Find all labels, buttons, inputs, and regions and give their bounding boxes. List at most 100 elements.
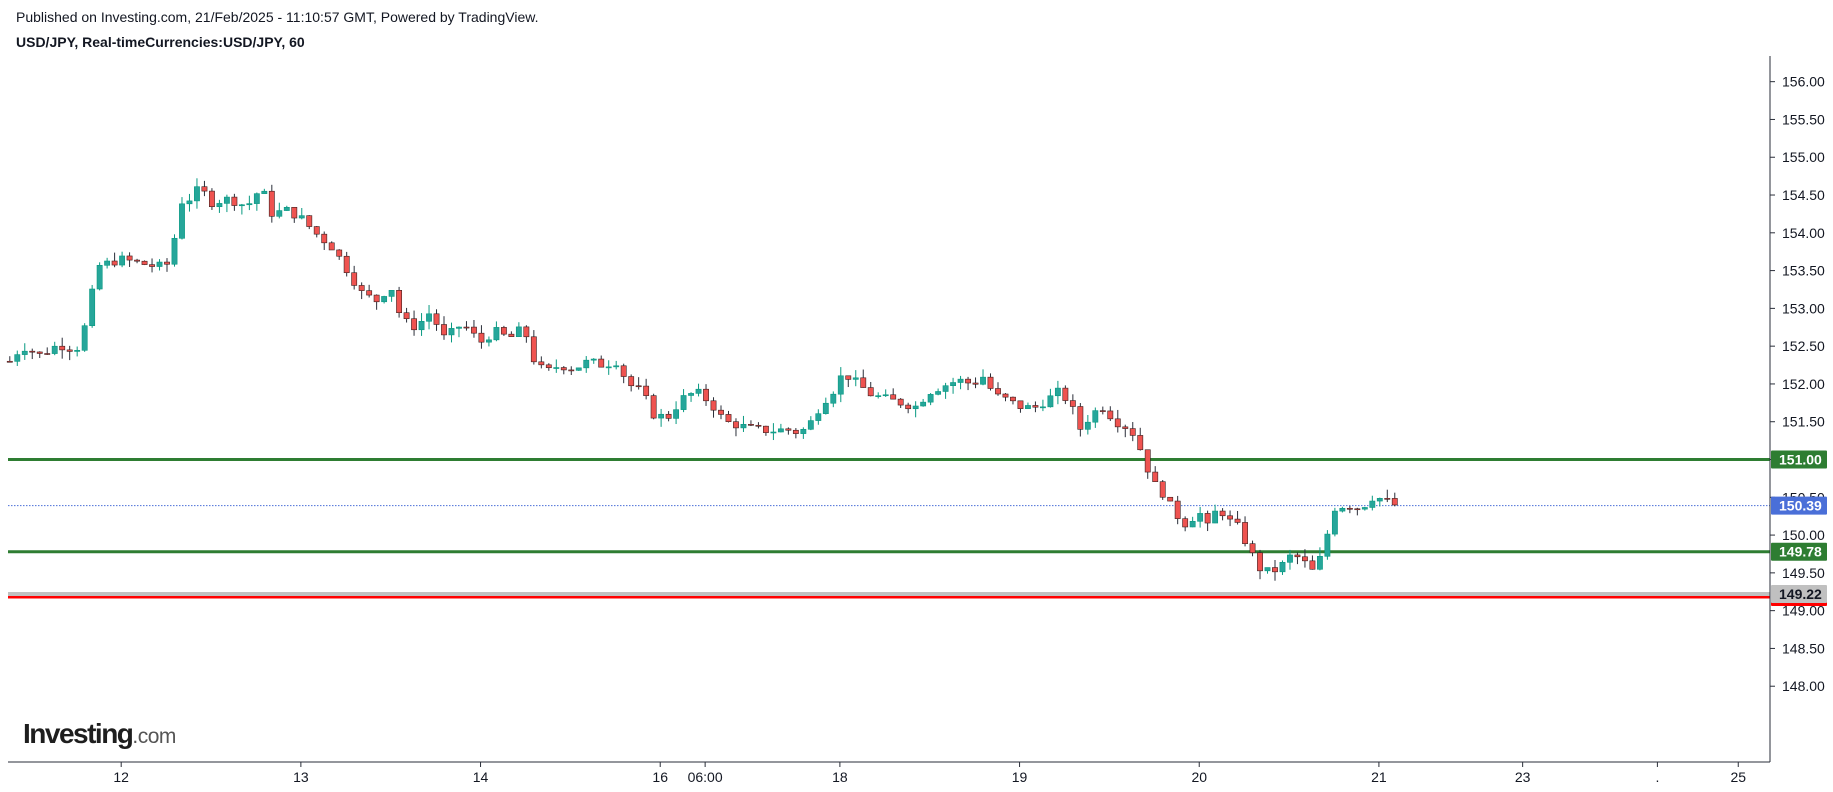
candle-body — [396, 290, 403, 314]
candle — [156, 259, 163, 271]
candle — [216, 199, 223, 213]
candle-body — [718, 409, 724, 415]
candle — [583, 356, 590, 373]
candle-body — [74, 350, 81, 352]
candle-body — [965, 378, 971, 384]
candle-body — [688, 393, 694, 396]
candle — [171, 234, 178, 267]
candle — [590, 358, 597, 364]
candle-body — [29, 350, 36, 353]
x-tick-label: 12 — [113, 769, 129, 785]
candle-body — [1069, 400, 1076, 407]
candle — [1339, 506, 1346, 513]
candle — [1047, 388, 1054, 408]
candle — [688, 392, 694, 402]
candle-body — [523, 326, 530, 338]
y-tick-label: 150.00 — [1782, 527, 1825, 543]
candle — [1354, 507, 1361, 516]
candle — [358, 282, 365, 300]
x-tick-label: 13 — [293, 769, 309, 785]
candle-body — [882, 394, 889, 397]
candle — [246, 195, 253, 211]
candle-body — [950, 382, 957, 386]
candle — [807, 416, 814, 431]
candle-body — [830, 393, 837, 404]
candle — [822, 397, 829, 415]
candle — [560, 366, 567, 375]
y-tick-label: 156.00 — [1782, 74, 1825, 90]
candle — [1197, 507, 1204, 528]
candle-body — [1369, 500, 1376, 508]
candle-body — [141, 260, 148, 265]
candle-body — [351, 272, 358, 286]
candle-body — [1189, 520, 1196, 528]
candle — [718, 405, 724, 420]
candle — [1287, 549, 1293, 570]
candle — [650, 393, 657, 420]
candle — [1174, 495, 1181, 525]
candle — [74, 346, 81, 357]
candle-body — [553, 367, 560, 369]
candle-body — [1384, 498, 1391, 500]
candle-body — [1010, 396, 1016, 402]
candle-body — [96, 265, 103, 290]
candle — [620, 363, 627, 384]
candle-body — [493, 327, 500, 341]
candle — [1182, 516, 1189, 532]
candle — [763, 425, 769, 436]
y-tick-label: 149.00 — [1782, 603, 1825, 619]
candle-body — [568, 369, 575, 372]
candle-body — [1039, 406, 1046, 409]
candle — [253, 192, 260, 211]
candle-body — [448, 328, 455, 336]
candle-body — [575, 367, 582, 371]
candle — [867, 381, 874, 397]
candle-body — [1242, 522, 1248, 544]
candle-body — [590, 358, 597, 361]
candle — [635, 377, 642, 390]
candle — [1017, 400, 1024, 413]
candle-body — [650, 395, 657, 419]
candle-body — [837, 375, 844, 395]
candle-body — [920, 401, 927, 407]
candle-body — [905, 404, 912, 410]
candle — [628, 374, 635, 392]
candle-body — [1144, 449, 1151, 473]
candle — [1099, 406, 1106, 415]
candle-body — [665, 413, 672, 419]
candle — [1294, 552, 1301, 565]
candle — [1084, 414, 1091, 435]
candle-body — [1092, 410, 1099, 423]
candle — [351, 265, 358, 290]
candle — [1152, 466, 1159, 482]
candle-body — [1234, 518, 1241, 523]
candle — [1369, 495, 1376, 511]
candle-body — [1324, 533, 1331, 557]
candle — [740, 415, 747, 432]
candle — [433, 309, 440, 331]
candle — [523, 325, 530, 343]
y-tick-label: 153.00 — [1782, 300, 1825, 316]
candle — [957, 375, 964, 390]
candle-body — [748, 424, 754, 426]
candle — [897, 398, 904, 409]
level-label-bg — [1771, 450, 1827, 469]
candle — [328, 241, 335, 251]
candle — [336, 249, 343, 260]
candle — [890, 388, 897, 400]
candle — [1069, 394, 1076, 415]
candle — [1361, 506, 1368, 511]
candle — [1264, 567, 1271, 574]
x-tick-label: . — [1655, 769, 1659, 785]
candle-body — [268, 190, 275, 217]
candle — [792, 428, 799, 439]
candle-body — [313, 226, 320, 235]
candle — [643, 378, 650, 400]
candle-body — [156, 261, 163, 267]
candle — [860, 369, 867, 388]
candle-body — [912, 405, 919, 410]
candle — [1167, 496, 1174, 502]
candle-body — [149, 264, 155, 267]
candle — [1054, 380, 1061, 405]
